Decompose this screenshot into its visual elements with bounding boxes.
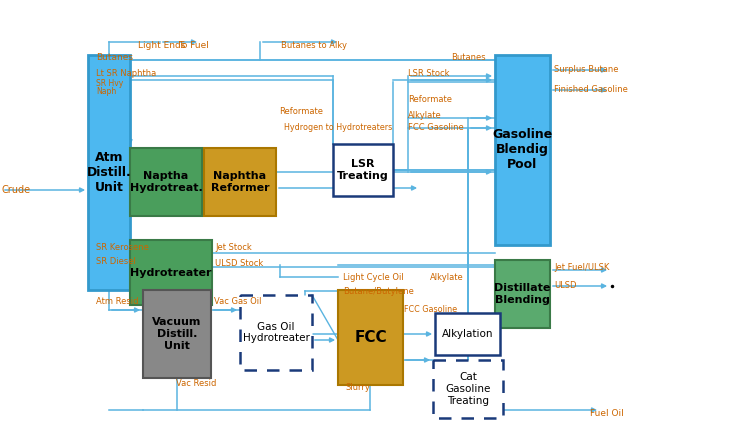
Text: Jet Stock: Jet Stock xyxy=(215,243,252,253)
Text: SR Hvy: SR Hvy xyxy=(96,79,123,89)
Text: FCC Gasoline: FCC Gasoline xyxy=(408,124,463,132)
FancyBboxPatch shape xyxy=(240,295,312,370)
Text: Butane/Butylene: Butane/Butylene xyxy=(343,286,414,296)
Text: Butanes: Butanes xyxy=(451,53,485,62)
Text: Surplus Butane: Surplus Butane xyxy=(554,66,618,75)
Text: To Fuel: To Fuel xyxy=(178,42,209,50)
Text: Alkylation: Alkylation xyxy=(442,329,493,339)
FancyBboxPatch shape xyxy=(88,55,130,290)
Text: Distillate
Blending: Distillate Blending xyxy=(494,283,550,305)
Text: Naphtha
Reformer: Naphtha Reformer xyxy=(211,171,269,193)
FancyBboxPatch shape xyxy=(495,260,550,328)
Text: Vac Gas Oil: Vac Gas Oil xyxy=(214,297,262,306)
Text: ULSD: ULSD xyxy=(554,282,577,290)
Text: Naph: Naph xyxy=(96,86,116,95)
Text: Hydrotreater: Hydrotreater xyxy=(130,267,212,277)
Text: Fuel Oil: Fuel Oil xyxy=(590,410,624,418)
FancyBboxPatch shape xyxy=(333,144,393,196)
Text: Naptha
Hydrotreat.: Naptha Hydrotreat. xyxy=(129,171,203,193)
Text: Slurry: Slurry xyxy=(345,382,370,391)
Text: Butanes to Alky: Butanes to Alky xyxy=(281,42,347,50)
FancyBboxPatch shape xyxy=(338,290,403,385)
FancyBboxPatch shape xyxy=(130,240,212,305)
Text: Light Cycle Oil: Light Cycle Oil xyxy=(343,273,404,282)
Text: Gasoline
Blendig
Pool: Gasoline Blendig Pool xyxy=(492,128,553,171)
Text: ULSD Stock: ULSD Stock xyxy=(215,260,263,269)
Text: Vac Resid: Vac Resid xyxy=(176,378,216,388)
FancyBboxPatch shape xyxy=(130,148,202,216)
Text: Alkylate: Alkylate xyxy=(408,111,442,119)
Text: Cat
Gasoline
Treating: Cat Gasoline Treating xyxy=(445,372,491,406)
Text: LSR Stock: LSR Stock xyxy=(408,69,450,78)
Text: Reformate: Reformate xyxy=(279,108,323,116)
Text: Jet Fuel/ULSK: Jet Fuel/ULSK xyxy=(554,263,609,273)
Text: Alkylate: Alkylate xyxy=(430,273,463,282)
Text: FCC: FCC xyxy=(355,330,387,345)
Text: FCC Gasoline: FCC Gasoline xyxy=(404,306,457,315)
Text: Butanes: Butanes xyxy=(96,53,133,62)
Text: SR Diesel: SR Diesel xyxy=(96,257,136,266)
FancyBboxPatch shape xyxy=(143,290,211,378)
Text: Light Ends: Light Ends xyxy=(138,42,185,50)
FancyBboxPatch shape xyxy=(433,360,503,418)
Text: Atm
Distill.
Unit: Atm Distill. Unit xyxy=(87,151,132,194)
Text: Gas Oil
Hydrotreater: Gas Oil Hydrotreater xyxy=(243,322,309,343)
Text: Vacuum
Distill.
Unit: Vacuum Distill. Unit xyxy=(152,317,202,351)
Text: Lt SR Naphtha: Lt SR Naphtha xyxy=(96,69,156,79)
Text: Atm Resid: Atm Resid xyxy=(96,297,138,306)
Text: Reformate: Reformate xyxy=(408,95,452,103)
FancyBboxPatch shape xyxy=(495,55,550,245)
Text: SR Kerosene: SR Kerosene xyxy=(96,243,149,253)
Text: Finished Gasoline: Finished Gasoline xyxy=(554,85,628,95)
Text: LSR
Treating: LSR Treating xyxy=(337,159,389,181)
Text: Crude: Crude xyxy=(2,185,31,195)
FancyBboxPatch shape xyxy=(204,148,276,216)
Text: Hydrogen to Hydrotreaters: Hydrogen to Hydrotreaters xyxy=(284,124,392,132)
FancyBboxPatch shape xyxy=(435,313,500,355)
